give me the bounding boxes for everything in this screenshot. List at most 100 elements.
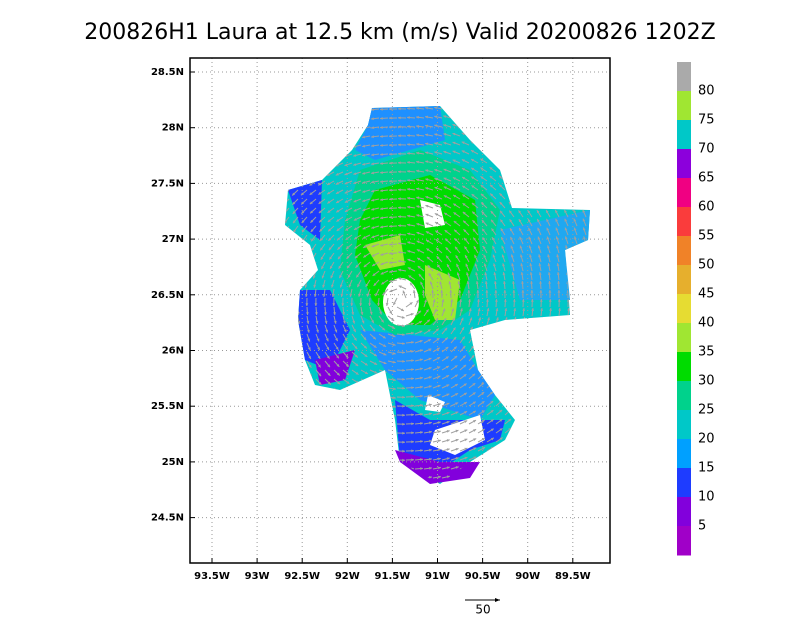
wind-arrow [532,326,534,334]
wind-arrow [532,381,536,388]
wind-arrow-head [572,139,575,142]
wind-arrow [309,100,316,103]
colorbar-segment [677,236,691,266]
wind-arrow-head [479,336,482,339]
wind-arrow-head [384,450,387,453]
wind-arrow [576,263,577,271]
wind-arrow-head [303,257,306,260]
colorbar-label: 55 [698,229,715,244]
wind-arrow [307,406,313,411]
wind-arrow-head [525,372,528,375]
wind-arrow-head [506,354,509,357]
wind-arrow-head [320,426,323,429]
wind-arrow-head [551,363,554,366]
wind-arrow-head [576,308,579,311]
lat-tick-label: 25.5N [151,401,184,412]
lon-tick-label: 92.5W [284,571,320,582]
wind-arrow-head [489,141,492,144]
wind-arrow [581,139,586,145]
wind-arrow [325,388,331,393]
wind-arrow-head [562,473,565,476]
wind-arrow [553,122,559,127]
wind-arrow [523,382,528,388]
wind-arrow-head [535,131,538,134]
wind-arrow-head [291,101,294,104]
wind-arrow-head [544,482,547,485]
wind-arrow-head [579,408,582,411]
wind-arrow [326,100,334,103]
wind-arrow-head [525,382,528,385]
wind-arrow-head [575,263,578,266]
wind-arrow-head [583,245,586,248]
wind-arrow-head [506,336,509,339]
wind-arrow-head [563,157,566,160]
wind-arrow [523,326,525,334]
wind-arrow-head [452,115,455,118]
wind-arrow [523,464,529,469]
wind-arrow-head [533,354,536,357]
wind-arrow-head [518,184,521,187]
wind-arrow [550,464,556,469]
wind-arrow [280,460,286,465]
wind-arrow [296,271,298,279]
wind-arrow-head [582,192,585,195]
wind-arrow [318,145,325,149]
wind-arrow [362,109,370,110]
wind-arrow-head [570,399,573,402]
wind-arrow [562,95,568,100]
wind-arrow-head [344,100,347,103]
wind-arrow [294,235,298,242]
wind-arrow-head [310,391,313,394]
wind-arrow-head [289,330,292,333]
wind-arrow [478,457,485,460]
wind-arrow [499,158,505,163]
wind-arrow [532,335,534,343]
wind-arrow [309,172,316,176]
wind-arrow-head [366,415,369,418]
wind-arrow-head [518,202,521,205]
wind-arrow-head [320,435,323,438]
wind-arrow-head [553,482,556,485]
wind-arrow-head [506,345,509,348]
wind-arrow-head [344,109,347,112]
wind-arrow-head [480,123,483,126]
wind-arrow [370,379,377,382]
wind-arrow [496,364,501,370]
wind-arrow [291,136,298,140]
wind-arrow-head [283,453,286,456]
wind-arrow-head [329,426,332,429]
wind-arrow [280,334,282,342]
wind-arrow [282,127,289,131]
wind-arrow [586,390,590,397]
wind-arrow [535,122,541,127]
wind-arrow [585,263,586,271]
wind-arrow-head [554,175,557,178]
wind-arrow-head [420,485,423,488]
wind-arrow [316,433,323,437]
colorbar-segment [677,352,691,382]
wind-arrow [309,145,316,149]
wind-arrow-head [318,146,321,149]
wind-arrow-head [286,267,289,270]
wind-arrow-head [300,391,303,394]
wind-arrow [544,104,550,109]
wind-arrow [316,487,323,490]
wind-arrow-head [489,123,492,126]
wind-arrow-head [562,121,565,124]
wind-arrow-head [292,453,295,456]
wind-arrow [307,442,314,446]
wind-arrow [541,455,547,460]
wind-arrow-head [284,471,287,474]
wind-arrow-head [326,109,329,112]
wind-arrow [535,131,541,136]
wind-arrow [559,372,563,379]
wind-arrow [550,326,552,334]
wind-arrow-head [544,139,547,142]
wind-arrow [298,334,301,342]
wind-arrow-head [296,303,299,306]
wind-arrow [505,400,511,406]
wind-arrow [523,391,528,397]
wind-arrow-head [384,415,387,418]
wind-arrow-head [283,462,286,465]
wind-arrow [541,436,547,442]
